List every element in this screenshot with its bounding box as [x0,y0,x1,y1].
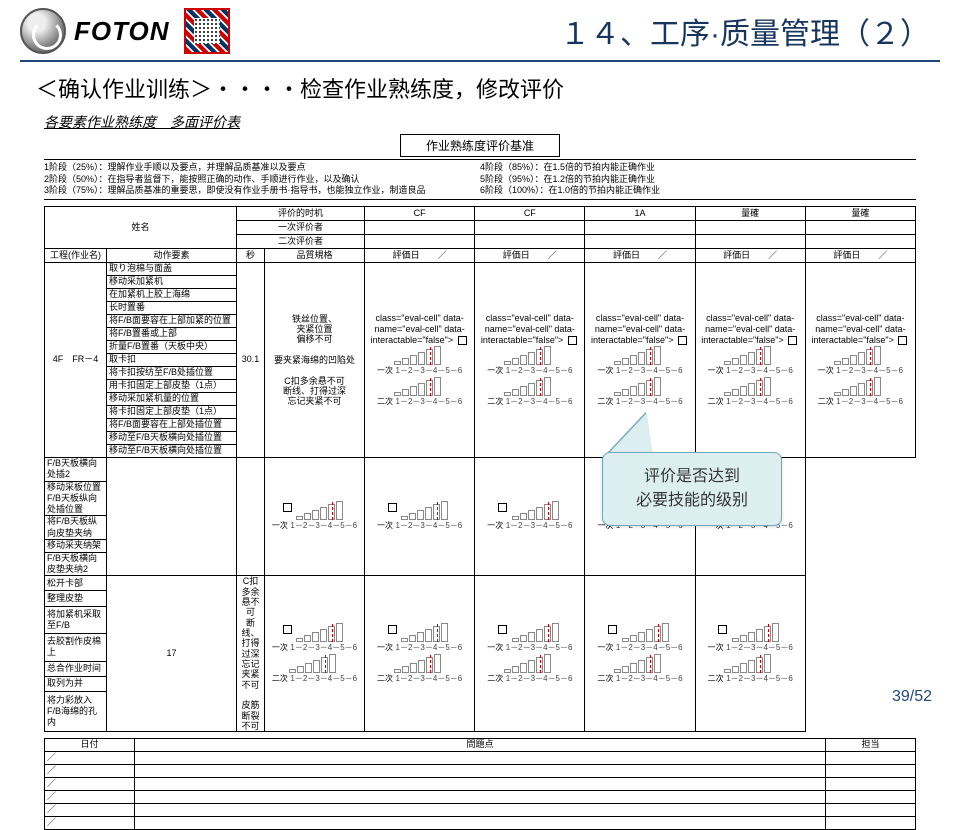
hdr-col: 量確 [805,207,915,221]
quality-cell: C扣多余悬不可断线、打得过深忘记夹紧不可皮筋断裂不可 [237,576,265,732]
criteria-line: 6阶段（100%）：在1.0倍的节拍内能正确作业 [480,185,916,197]
criteria-line: 1阶段（25%）：理解作业手顺以及要点，并理解品质基准以及要点 [44,162,480,174]
hdr-date: 日付 [45,739,135,751]
callout-line: 评价是否达到 [611,465,773,489]
quality-cell [237,458,265,576]
action-cell: 将力彩放入F/B海绵的孔内 [45,691,107,732]
action-cell: 取り泡棉与面盖 [107,263,237,276]
hdr-sec: 秒 [237,249,265,263]
criteria-line: 2阶段（50%）：在指导者监督下，能按照正确的动作、手顺进行作业，以及确认 [44,174,480,186]
action-cell: 整理皮垫 [45,591,107,606]
action-cell: 将F/B面要容在上部加紧的位置 [107,315,237,328]
action-cell: 长时置番 [107,302,237,315]
action-cell: F/B天板横向皮垫夹纳2 [45,552,107,576]
hdr-name: 姓名 [45,207,237,249]
action-cell: 松开卡部 [45,576,107,591]
action-cell: 将F/B天板纵向皮垫夹纳 [45,516,107,540]
page-number: 39/52 [892,688,932,706]
action-cell: 移动采板位置F/B天板纵向处插位置 [45,481,107,516]
logo-text: FOTON [74,16,170,47]
hdr-evaldate: 評価日 ／ [365,249,475,263]
hdr-owner: 担当 [826,739,916,751]
qr-code [184,8,230,54]
action-cell: 将卡扣固定上部皮垫（1点） [107,406,237,419]
hdr-quality: 品質規格 [265,249,365,263]
proc-name: 4F FR－4 [45,263,107,458]
criteria-line: 3阶段（75%）：理解品质基准的重要思，即使没有作业手册书·指导书，也能独立作业… [44,185,480,197]
action-cell: 将卡扣按纺至F/B处插位置 [107,367,237,380]
hdr-col: CF [365,207,475,221]
quality-cell: 铁丝位置、夹紧位置偏移不可要夹紧海绵的凹陷处C扣多余悬不可断线、打得过深忘记夹紧… [265,263,365,458]
action-cell: 将F/B置番或上部 [107,328,237,341]
eval-cell: 一次 1－2－3－4－5－6 二次 1－2－3－4－5－6 [265,576,365,732]
hdr-eval1: 一次评价者 [237,221,365,235]
hdr-timing: 评价的时机 [237,207,365,221]
header-rule [20,60,940,62]
action-cell: 移动至F/B天板横向处插位置 [107,445,237,458]
action-cell: 折量F/B置番（天板中央） [107,341,237,354]
hdr-col: 1A [585,207,695,221]
hdr-col: 量確 [695,207,805,221]
action-cell: 在加紧机上胶上海绵 [107,289,237,302]
action-cell: 取列为并 [45,676,107,691]
page-title: １４、工序·质量管理（２） [230,9,940,53]
eval-cell: 一次 1－2－3－4－5－6 二次 1－2－3－4－5－6 [695,576,805,732]
action-cell: 将F/B面要容在上部处插位置 [107,419,237,432]
hdr-proc: 工程(作业名) [45,249,107,263]
action-cell: 移动采加紧机 [107,276,237,289]
eval-cell: 一次 1－2－3－4－5－6 [265,458,365,576]
action-cell: 移动至F/B天板横向处插位置 [107,432,237,445]
sec-cell [107,458,237,576]
action-cell: F/B天板横向处插2 [45,458,107,482]
eval-cell: 一次 1－2－3－4－5－6 二次 1－2－3－4－5－6 [585,576,695,732]
action-cell: 将加紧机采取至F/B [45,606,107,633]
evaluation-table: 姓名 评价的时机 CF CF 1A 量確 量確 一次评价者 二次评价者 工程(作… [44,206,916,732]
hdr-action: 动作要素 [107,249,237,263]
action-cell: 总合作业时间 [45,661,107,676]
criteria-line: 4阶段（85%）：在1.5倍的节拍内能正确作业 [480,162,916,174]
callout: 评价是否达到 必要技能的级别 [602,452,782,526]
subtitle: ＜确认作业训练＞・・・・检查作业熟练度，修改评价 [0,72,960,112]
sheet-heading: 各要素作业熟练度 多面评价表 [44,112,916,132]
sec-cell: 30.1 [237,263,265,458]
callout-line: 必要技能的级别 [611,489,773,513]
criteria-line: 5阶段（95%）：在1.2倍的节拍内能正确作业 [480,174,916,186]
logo-badge [20,8,66,54]
sec-cell: 17 [107,576,237,732]
hdr-col: CF [475,207,585,221]
criteria-caption: 作业熟练度评价基准 [400,134,560,157]
hdr-eval2: 二次评价者 [237,235,365,249]
action-cell: 移动采加紧机量的位置 [107,393,237,406]
eval-cell: 一次 1－2－3－4－5－6 [365,458,475,576]
hdr-evaldate: 評価日 ／ [805,249,915,263]
hdr-evaldate: 評価日 ／ [585,249,695,263]
eval-cell: 一次 1－2－3－4－5－6 二次 1－2－3－4－5－6 [475,576,585,732]
eval-cell: 一次 1－2－3－4－5－6 [475,458,585,576]
issue-table: 日付 問題点 担当 ／ ／ ／ ／ ／ ／ [44,738,916,829]
action-cell: 用卡扣固定上部皮垫（1点） [107,380,237,393]
hdr-evaldate: 評価日 ／ [695,249,805,263]
hdr-evaldate: 評価日 ／ [475,249,585,263]
action-cell: 移动采夹纳架 [45,539,107,552]
criteria-block: 1阶段（25%）：理解作业手顺以及要点，并理解品质基准以及要点 2阶段（50%）… [44,159,916,200]
hdr-issue: 問題点 [135,739,826,751]
action-cell: 去胶割作皮棉上 [45,634,107,661]
action-cell: 取卡扣 [107,354,237,367]
eval-cell: 一次 1－2－3－4－5－6 二次 1－2－3－4－5－6 [365,576,475,732]
